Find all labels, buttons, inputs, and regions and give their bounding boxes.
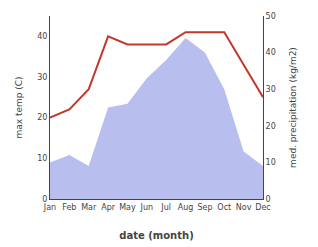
svg-text:30: 30	[266, 85, 276, 94]
svg-text:Oct: Oct	[217, 203, 231, 212]
svg-text:Apr: Apr	[101, 203, 116, 212]
svg-text:Mar: Mar	[81, 203, 97, 212]
svg-text:30: 30	[37, 73, 47, 82]
svg-text:10: 10	[37, 154, 47, 163]
svg-text:Jun: Jun	[140, 203, 154, 212]
svg-text:Dec: Dec	[255, 203, 270, 212]
svg-text:med. precipitation (kg/m2): med. precipitation (kg/m2)	[288, 47, 298, 168]
svg-text:date (month): date (month)	[119, 230, 193, 241]
svg-text:Feb: Feb	[62, 203, 76, 212]
svg-text:50: 50	[266, 12, 276, 21]
svg-text:Sep: Sep	[197, 203, 212, 212]
svg-text:May: May	[119, 203, 136, 212]
svg-text:10: 10	[266, 158, 276, 167]
svg-text:40: 40	[266, 48, 276, 57]
svg-text:Nov: Nov	[236, 203, 252, 212]
svg-text:max temp (C): max temp (C)	[14, 76, 24, 138]
svg-text:20: 20	[266, 122, 276, 131]
svg-text:0: 0	[266, 195, 271, 204]
svg-text:20: 20	[37, 113, 47, 122]
svg-text:Jan: Jan	[43, 203, 56, 212]
svg-text:Aug: Aug	[178, 203, 194, 212]
svg-text:40: 40	[37, 32, 47, 41]
svg-text:Jul: Jul	[160, 203, 171, 212]
svg-text:0: 0	[42, 195, 47, 204]
